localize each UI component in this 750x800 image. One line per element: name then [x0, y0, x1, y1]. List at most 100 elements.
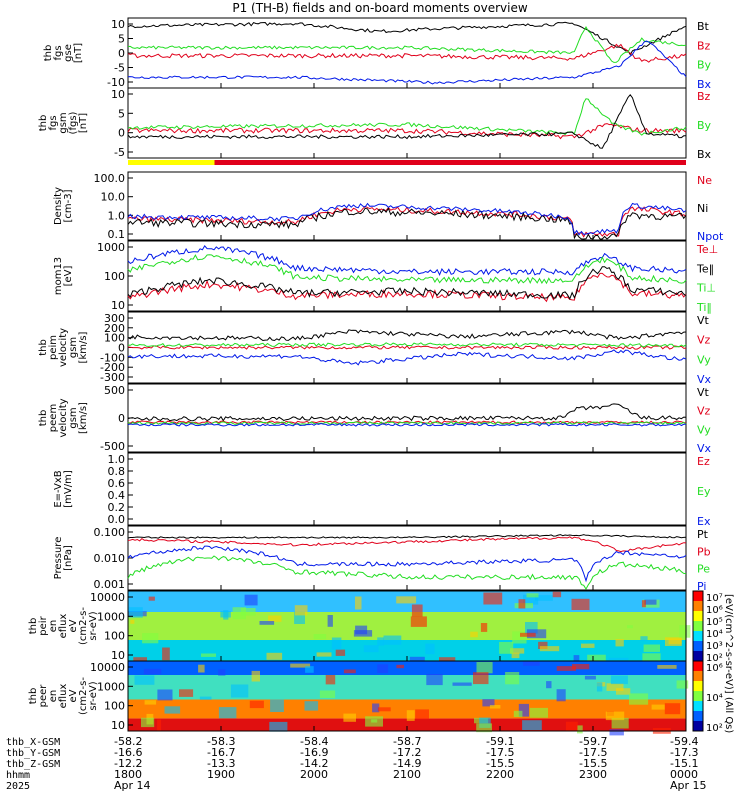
colorbar-swatch — [693, 681, 703, 692]
spec-cell — [223, 610, 229, 620]
legend-Pi: Pi — [697, 580, 706, 593]
y-tick-label: 0 — [118, 412, 125, 425]
spec-cell — [335, 649, 346, 656]
spec-cell — [143, 668, 162, 675]
x-row-label: thb_Z-GSM — [6, 759, 60, 770]
spec-cell — [128, 607, 143, 618]
by-gsm-line — [127, 98, 687, 136]
spec-cell — [470, 631, 478, 638]
y-axis-label: thb — [38, 115, 49, 132]
y-tick-label: 0.2 — [108, 501, 126, 514]
spec-cell — [218, 707, 237, 719]
bt-line — [127, 21, 687, 56]
legend-Npot: Npot — [697, 230, 724, 243]
spec-cell — [259, 621, 275, 625]
legend-Bx: Bx — [697, 148, 712, 161]
spec-cell — [606, 683, 624, 691]
y-tick-label: 5 — [118, 107, 125, 120]
legend-Bz: Bz — [697, 90, 711, 103]
spec-cell — [657, 665, 677, 669]
x-row-value: 1800 — [114, 768, 142, 781]
y-axis-label: fgs — [53, 45, 64, 60]
x-row-value: 2100 — [393, 768, 421, 781]
y-axis-label: fgs — [48, 115, 59, 130]
spec-cell — [396, 664, 404, 669]
legend-Vx: Vx — [697, 442, 712, 455]
spec-cell — [523, 594, 539, 605]
y-axis-label: [cm-3] — [63, 189, 74, 222]
spec-cell — [640, 636, 648, 641]
legend-Ez: Ez — [697, 455, 710, 468]
y-tick-label: 0 — [118, 127, 125, 140]
x-row-value: 2200 — [486, 768, 514, 781]
y-tick-label: 1.0 — [108, 209, 126, 222]
colorbar-label: [eV/(cm^2-s-sr-eV)] (All Qs) — [723, 594, 734, 733]
y-axis-label: eV — [68, 619, 79, 632]
spec-cell — [134, 675, 155, 685]
spec-cell — [552, 591, 562, 598]
y-tick-label: 10.0 — [101, 191, 126, 204]
spec-cell — [343, 713, 356, 722]
colorbar-swatch — [693, 721, 703, 732]
vx-i-line — [127, 349, 687, 366]
y-tick-label: 100.0 — [94, 172, 126, 185]
x-row-value: -13.3 — [207, 757, 235, 770]
x-row-value: -17.3 — [670, 746, 698, 759]
spec-cell — [164, 706, 181, 714]
spec-cell — [518, 599, 526, 609]
spec-cell — [596, 682, 603, 692]
spec-cell — [609, 729, 624, 736]
legend-Vz: Vz — [697, 405, 711, 418]
vz-i-line — [127, 345, 687, 350]
x-row-value: -15.5 — [486, 757, 514, 770]
spec-cell — [244, 594, 258, 606]
mode-bar-slow — [128, 160, 215, 165]
spec-cell — [523, 661, 540, 666]
x-row-value: -17.2 — [393, 746, 421, 759]
spec-cell — [141, 717, 155, 728]
spec-cell — [230, 684, 249, 698]
y-axis-label: en — [48, 690, 59, 703]
spec-cell — [641, 600, 646, 608]
vt-i-line — [127, 329, 687, 342]
pb-line — [127, 536, 687, 553]
spec-cell — [556, 689, 566, 702]
vt-e-line — [127, 403, 687, 422]
spec-cell — [249, 700, 264, 709]
spec-cell — [343, 669, 356, 674]
legend-Ti⊥: Ti⊥ — [696, 282, 716, 295]
spec-cell — [383, 635, 402, 645]
spec-cell — [611, 717, 629, 729]
legend-Vx: Vx — [697, 373, 712, 386]
x-row-value: 1900 — [207, 768, 235, 781]
y-tick-label: 500 — [104, 384, 125, 397]
vy-i-line — [127, 342, 687, 348]
spec-cell — [363, 645, 379, 653]
spec-cell — [425, 643, 435, 655]
y-axis-label: eV — [68, 689, 79, 702]
y-tick-label: 100 — [104, 332, 125, 345]
panel-peer-spec: 10000 1000 100 10 thb peer en eflux eV (cm2-s-sr-… — [28, 660, 689, 736]
x-row-value: -59.4 — [670, 735, 698, 748]
y-axis-label: E=-VxB — [53, 470, 64, 507]
x-row-label: hhmm — [6, 770, 30, 781]
spec-cell — [511, 652, 520, 659]
spec-cell — [325, 675, 336, 685]
legend-Pe: Pe — [697, 563, 710, 576]
y-tick-label: 10 — [111, 88, 125, 101]
spec-cell — [522, 720, 542, 730]
tepar-line — [127, 266, 687, 300]
y-tick-label: 1.0 — [108, 453, 126, 466]
y-tick-label: -500 — [100, 440, 125, 453]
bx-gsm-line — [127, 94, 687, 149]
legend-Bz: Bz — [697, 39, 711, 52]
y-axis-label: [km/s] — [78, 402, 89, 434]
y-tick-label: 1000 — [97, 610, 125, 623]
vz-e-line — [127, 420, 687, 425]
pe-line — [127, 555, 687, 590]
spec-cell — [266, 652, 283, 660]
y-tick-label: 10 — [111, 299, 125, 312]
spec-cell — [643, 644, 660, 652]
mode-bar-fast — [214, 160, 686, 165]
